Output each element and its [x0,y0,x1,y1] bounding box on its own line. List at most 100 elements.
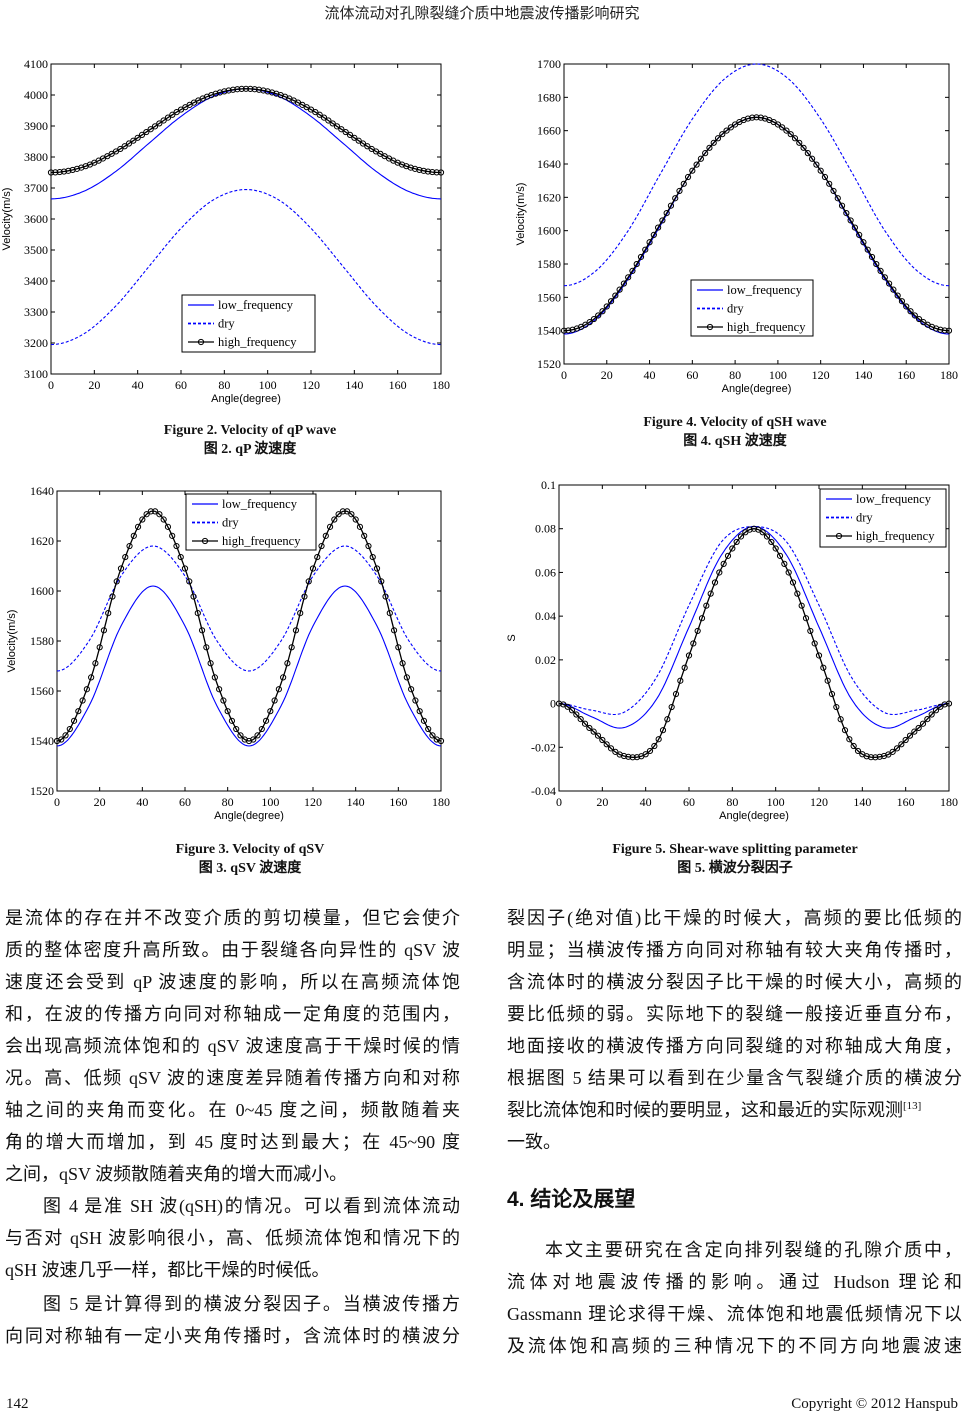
body-line: 速度还会受到 qP 波速度的影响，所以在高频流体饱 [5,972,460,992]
data-point [143,128,150,136]
data-point [642,246,649,253]
data-point [255,86,263,93]
x-tick-label: 20 [94,795,106,809]
x-tick-label: 20 [88,378,100,392]
data-point [755,526,762,533]
data-point [898,298,906,305]
data-point [407,164,414,171]
data-point [707,590,714,597]
data-point [774,121,781,128]
data-point [607,298,615,305]
data-point [207,660,214,667]
legend-label: low_frequency [218,298,294,312]
body-line: 及流体饱和高频的三种情况下的不同方向地震波速 [507,1336,962,1356]
data-point [216,89,224,96]
data-point [837,716,844,723]
data-point [429,732,436,739]
data-point [75,708,82,715]
x-tick-label: 180 [432,795,450,809]
caption-zh: 图 4. qSH 波速度 [683,434,787,449]
body-line: 要比低频的弱。实际地下的裂缝一般接近垂直分布， [507,1004,962,1024]
y-tick-label: 0.06 [535,565,556,579]
x-axis-label: Angle(degree) [211,393,281,405]
data-point [352,516,359,523]
data-point [903,303,910,310]
data-point [560,327,568,334]
data-point [809,155,816,162]
x-tick-label: 40 [644,368,656,382]
x-tick-label: 60 [179,795,191,809]
data-point [221,88,228,95]
body-line: 况。高、低频 qSV 波的速度差异随着传播方向和对称 [5,1068,460,1088]
data-point [894,292,901,299]
data-point [130,137,137,144]
data-point [568,707,576,714]
data-point [58,736,65,743]
data-point [586,319,593,326]
running-header: 流体流动对孔隙裂缝介质中地震波传播影响研究 [324,6,640,22]
data-point [590,315,598,323]
x-axis-label: Angle(degree) [214,810,284,822]
data-point [181,565,189,572]
legend-label: low_frequency [856,492,932,506]
section-heading: 4. 结论及展望 [507,1188,636,1211]
data-point [342,128,349,136]
x-tick-label: 80 [726,795,738,809]
data-point [828,690,836,698]
figure-2-caption: Figure 2. Velocity of qP wave 图 2. qP 波速… [40,421,460,459]
data-point [813,161,820,168]
data-point [834,195,841,202]
data-point [186,578,193,585]
data-point [650,231,657,238]
data-point [941,327,948,334]
data-point [716,569,723,576]
y-tick-label: 3400 [24,274,48,288]
data-point [791,135,799,142]
y-tick-label: 1640 [537,157,561,171]
caption-en: Figure 2. Velocity of qP wave [163,423,337,438]
legend-label: high_frequency [727,320,806,334]
data-point [697,155,704,162]
data-point [873,260,880,268]
data-point [224,708,231,715]
data-point [826,180,833,187]
data-point [335,511,342,518]
legend-label: dry [727,302,744,316]
data-point [724,552,732,559]
data-point [787,131,794,138]
body-line: 含流体时的横波分裂因子比干燥的时候大小，高频的 [507,972,962,992]
data-point [733,538,740,546]
y-tick-label: 3100 [24,367,48,381]
data-point [326,523,334,530]
body-line: 和，在波的传播方向同对称轴成一定角度的范围内， [5,1004,460,1024]
y-tick-label: 1620 [30,534,54,548]
citation-link[interactable]: [13] [903,1100,922,1112]
data-point [633,260,640,268]
data-point [807,627,814,635]
y-tick-label: 3300 [24,305,48,319]
data-point [698,615,706,622]
data-point [356,523,364,530]
x-tick-label: 40 [640,795,652,809]
data-point [800,144,807,151]
data-point [151,123,159,130]
body-line: 图 4 是准 SH 波(qSH)的情况。可以看到流体流动 [43,1196,460,1216]
data-point [590,728,597,735]
x-tick-label: 180 [432,378,450,392]
data-point [877,267,884,274]
y-tick-label: 1540 [30,734,54,748]
x-tick-label: 180 [940,795,958,809]
x-tick-label: 40 [136,795,148,809]
body-line: 流体对地震波传播的影响。通过 Hudson 理论和 [507,1272,962,1292]
data-point [160,516,167,523]
data-point [847,217,854,224]
data-point [156,511,163,518]
data-point [586,724,593,732]
data-point [228,717,236,724]
caption-zh: 图 3. qSV 波速度 [198,861,302,876]
data-point [886,280,893,287]
data-point [928,711,935,718]
data-point [320,114,328,121]
data-point [429,168,436,176]
